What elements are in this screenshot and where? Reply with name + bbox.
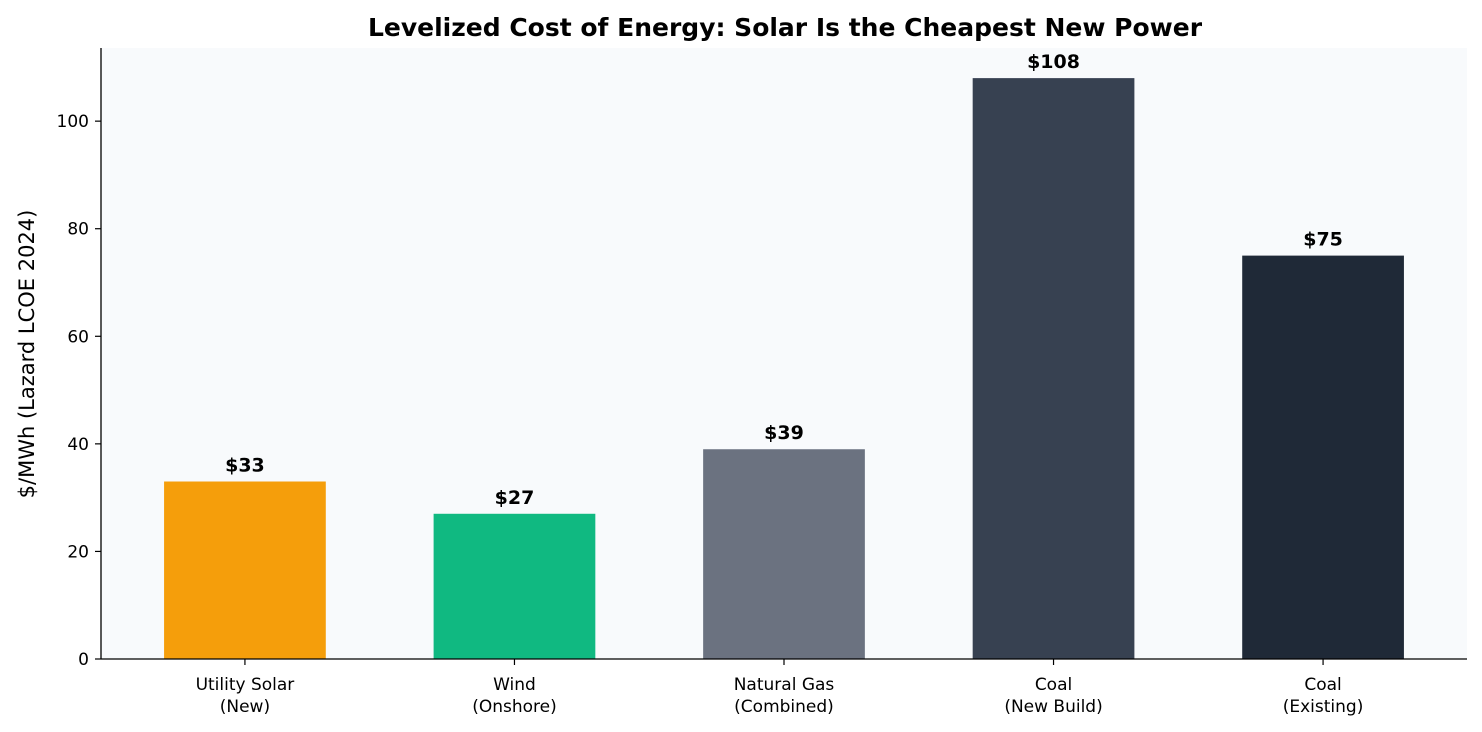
bar [972,78,1135,659]
bar [1242,255,1404,660]
chart-title: Levelized Cost of Energy: Solar Is the C… [368,13,1203,42]
y-tick-label: 40 [67,435,89,455]
y-tick-label: 0 [78,650,89,670]
y-tick-label: 20 [67,542,89,562]
y-tick-label: 60 [67,327,89,347]
data-label: $75 [1303,229,1343,251]
x-tick-label: Coal [1035,675,1072,695]
x-tick-label: (Onshore) [472,697,557,717]
x-tick-label: Coal [1304,675,1341,695]
y-axis-label: $/MWh (Lazard LCOE 2024) [15,210,39,499]
x-tick-label: (New) [220,697,270,717]
y-tick-label: 100 [57,112,89,132]
x-tick-label: (New Build) [1004,697,1102,717]
bar [433,513,596,659]
x-tick-label: (Combined) [734,697,834,717]
x-tick-label: Utility Solar [196,675,295,695]
y-tick-label: 80 [67,220,89,240]
data-label: $39 [764,422,804,444]
bar [164,481,326,659]
data-label: $33 [225,455,265,477]
bar [703,449,865,659]
x-tick-label: (Existing) [1283,697,1364,717]
data-label: $108 [1027,51,1080,73]
x-tick-label: Natural Gas [734,675,835,695]
data-label: $27 [495,487,535,509]
x-tick-label: Wind [493,675,536,695]
